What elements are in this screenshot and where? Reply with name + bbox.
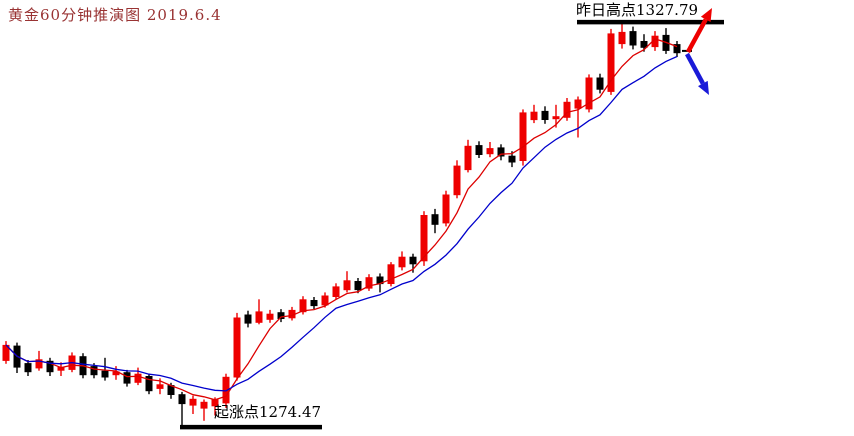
candle-up bbox=[211, 399, 219, 407]
candle-up bbox=[2, 344, 10, 361]
candle-up bbox=[420, 215, 428, 262]
yesterday-high-label: 昨日高点1327.79 bbox=[576, 1, 699, 19]
candle-up bbox=[266, 313, 274, 320]
rally-start-label: 起涨点1274.47 bbox=[214, 403, 322, 421]
candle-up bbox=[156, 384, 164, 389]
candle-up bbox=[552, 116, 560, 120]
candle-down bbox=[541, 110, 549, 120]
candle-down bbox=[376, 276, 384, 285]
candle-up bbox=[387, 264, 395, 284]
candle-up bbox=[222, 376, 230, 404]
candle-up bbox=[530, 111, 538, 121]
candle-up bbox=[134, 373, 142, 383]
candle-up bbox=[233, 317, 241, 378]
candle-up bbox=[112, 371, 120, 376]
candle-up bbox=[189, 398, 197, 406]
candle-down bbox=[497, 147, 505, 157]
candle-up bbox=[651, 35, 659, 48]
candle-down bbox=[508, 155, 516, 163]
candle-up bbox=[288, 309, 296, 319]
bullish-scenario-arrow-head bbox=[700, 8, 712, 22]
candle-up bbox=[255, 311, 263, 323]
candle-down bbox=[24, 363, 32, 373]
candle-down bbox=[167, 385, 175, 395]
candle-up bbox=[519, 112, 527, 161]
ma-slow-line bbox=[5, 55, 678, 392]
candle-up bbox=[321, 295, 329, 306]
candle-up bbox=[574, 99, 582, 109]
ma-fast-line bbox=[5, 38, 678, 401]
candle-down bbox=[475, 145, 483, 155]
candle-up bbox=[299, 299, 307, 313]
candle-up bbox=[343, 280, 351, 291]
candle-down bbox=[354, 281, 362, 291]
candle-down bbox=[90, 366, 98, 376]
candle-up bbox=[563, 101, 571, 118]
candle-down bbox=[244, 314, 252, 324]
candle-down bbox=[640, 41, 648, 48]
candle-down bbox=[409, 256, 417, 265]
candle-down bbox=[673, 44, 681, 54]
candle-down bbox=[178, 394, 186, 405]
candle-up bbox=[585, 77, 593, 110]
candle-down bbox=[145, 376, 153, 392]
bullish-scenario-arrow bbox=[686, 18, 708, 54]
candle-down bbox=[310, 300, 318, 307]
candle-up bbox=[442, 194, 450, 224]
candle-down bbox=[123, 372, 131, 384]
candle-up bbox=[453, 165, 461, 196]
candle-up bbox=[486, 148, 494, 155]
candle-down bbox=[101, 370, 109, 378]
bearish-scenario-arrow-head bbox=[698, 80, 709, 95]
candle-up bbox=[398, 256, 406, 268]
candle-up bbox=[365, 277, 373, 289]
candle-up bbox=[607, 33, 615, 92]
candle-up bbox=[57, 366, 65, 371]
candle-down bbox=[277, 312, 285, 319]
chart-title: 黄金60分钟推演图 2019.6.4 bbox=[8, 6, 222, 24]
candle-up bbox=[200, 401, 208, 409]
candle-up bbox=[35, 359, 43, 369]
candle-down bbox=[431, 214, 439, 225]
candle-up bbox=[618, 31, 626, 45]
bearish-scenario-arrow bbox=[685, 52, 705, 85]
candle-down bbox=[46, 360, 54, 373]
candle-up bbox=[464, 145, 472, 171]
candle-down bbox=[629, 31, 637, 46]
candle-down bbox=[596, 77, 604, 90]
candle-up bbox=[332, 286, 340, 297]
